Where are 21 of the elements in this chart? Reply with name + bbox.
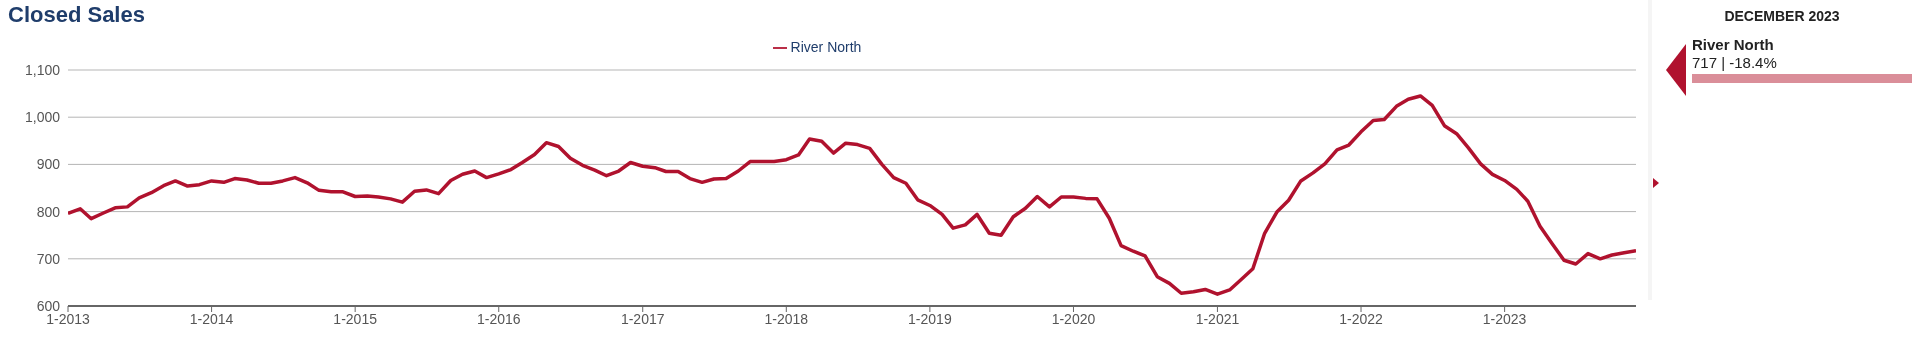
text: River North bbox=[1692, 36, 1775, 54]
x-tick-label: 1-2021 bbox=[1195, 310, 1240, 327]
line-series bbox=[68, 94, 1636, 296]
text: 717 | -18.4% bbox=[1692, 54, 1778, 72]
x-tick-label: 1-2022 bbox=[1339, 310, 1384, 327]
y-tick-label: 700 bbox=[36, 250, 61, 267]
x-tick-label: 1-2018 bbox=[764, 310, 809, 327]
chart-title: Closed Sales bbox=[8, 2, 146, 29]
y-tick-label: 1,100 bbox=[24, 61, 61, 78]
x-tick-label: 1-2016 bbox=[476, 310, 521, 327]
y-tick-label: 800 bbox=[36, 203, 61, 220]
x-tick-label: 1-2020 bbox=[1051, 310, 1096, 327]
x-tick-label: 1-2015 bbox=[333, 310, 378, 327]
x-tick-label: 1-2014 bbox=[189, 310, 234, 327]
y-tick-label: 900 bbox=[36, 156, 61, 173]
legend-label: River North bbox=[790, 39, 862, 55]
x-tick-label: 1-2017 bbox=[620, 310, 665, 327]
text: DECEMBER 2023 bbox=[1723, 8, 1841, 24]
y-tick-label: 1,000 bbox=[24, 109, 61, 126]
x-tick-label: 1-2023 bbox=[1482, 310, 1527, 327]
x-tick-label: 1-2019 bbox=[908, 310, 952, 327]
